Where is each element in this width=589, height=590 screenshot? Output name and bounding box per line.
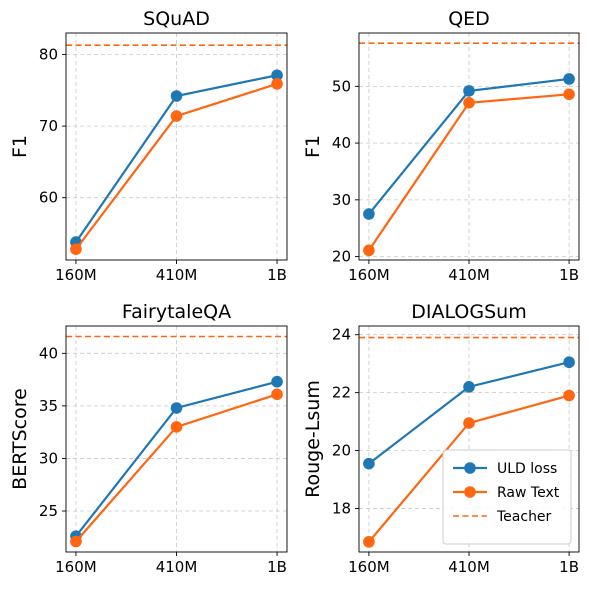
y-tick-label: 24 xyxy=(332,326,351,344)
legend: ULD loss Raw Text Teacher xyxy=(442,449,572,545)
data-point xyxy=(463,417,475,429)
x-tick-label: 410M xyxy=(448,266,490,284)
legend-label: Teacher xyxy=(496,509,552,525)
x-tick-label: 160M xyxy=(55,266,97,284)
data-point xyxy=(271,69,283,82)
x-tick-label: 410M xyxy=(156,266,198,284)
legend-box xyxy=(442,449,572,545)
x-tick-label: 1B xyxy=(267,266,287,284)
subplot-1: 160M 410M 1B 20 30 40 50 QED F1 xyxy=(302,8,580,284)
y-tick-label: 70 xyxy=(39,117,58,135)
subplot-0: 160M 410M 1B 60 70 80 SQuAD F1 xyxy=(9,8,288,284)
chart-title: QED xyxy=(448,8,490,30)
data-point xyxy=(170,402,183,414)
data-point xyxy=(563,88,575,101)
x-tick-label: 410M xyxy=(156,558,198,576)
x-tick-label: 1B xyxy=(267,558,287,576)
y-axis-label: F1 xyxy=(302,135,324,158)
x-tick-label: 1B xyxy=(559,558,579,576)
data-point xyxy=(363,208,375,220)
y-axis-label: F1 xyxy=(9,135,31,158)
y-tick-label: 40 xyxy=(332,134,351,152)
data-point xyxy=(463,381,475,393)
data-point xyxy=(70,535,82,548)
subplot-3: 160M 410M 1B 18 20 22 24 DIALOGSum Rouge-Lsum ULD… xyxy=(302,301,580,576)
data-point xyxy=(363,244,375,257)
legend-marker xyxy=(464,486,476,498)
data-point xyxy=(363,457,375,470)
y-tick-label: 60 xyxy=(39,189,58,207)
y-tick-label: 50 xyxy=(332,77,351,95)
y-tick-label: 30 xyxy=(332,191,351,209)
data-point xyxy=(170,421,183,433)
chart-title: SQuAD xyxy=(143,8,210,30)
x-tick-label: 1B xyxy=(559,266,579,284)
chart-title: DIALOGSum xyxy=(411,301,526,323)
data-point xyxy=(563,73,575,85)
subplot-2: 160M 410M 1B 25 30 35 40 FairytaleQA BERTScore xyxy=(9,301,288,576)
x-tick-label: 160M xyxy=(55,558,97,576)
x-tick-label: 410M xyxy=(448,558,490,576)
data-point xyxy=(463,85,475,97)
chart-title: FairytaleQA xyxy=(122,301,231,323)
y-tick-label: 40 xyxy=(39,344,58,362)
data-point xyxy=(563,389,575,402)
x-tick-label: 160M xyxy=(348,558,390,576)
data-point xyxy=(463,97,475,109)
data-point xyxy=(170,110,183,122)
data-point xyxy=(363,536,375,548)
data-point xyxy=(271,78,283,90)
y-tick-label: 18 xyxy=(332,500,351,518)
data-point xyxy=(70,243,82,256)
data-point xyxy=(563,356,575,369)
y-axis-label: Rouge-Lsum xyxy=(302,380,324,498)
data-point xyxy=(271,375,283,388)
data-point xyxy=(170,90,183,102)
legend-label: ULD loss xyxy=(497,461,557,477)
data-point xyxy=(271,388,283,401)
y-tick-label: 22 xyxy=(332,384,351,402)
y-tick-label: 30 xyxy=(39,449,58,467)
x-tick-label: 160M xyxy=(348,266,390,284)
y-tick-label: 20 xyxy=(332,442,351,460)
legend-label: Raw Text xyxy=(497,485,560,501)
y-tick-label: 25 xyxy=(39,502,58,520)
y-axis-label: BERTScore xyxy=(9,388,31,490)
legend-marker xyxy=(464,462,476,474)
y-tick-label: 20 xyxy=(332,248,351,266)
y-tick-label: 80 xyxy=(39,45,58,63)
y-tick-label: 35 xyxy=(39,397,58,415)
